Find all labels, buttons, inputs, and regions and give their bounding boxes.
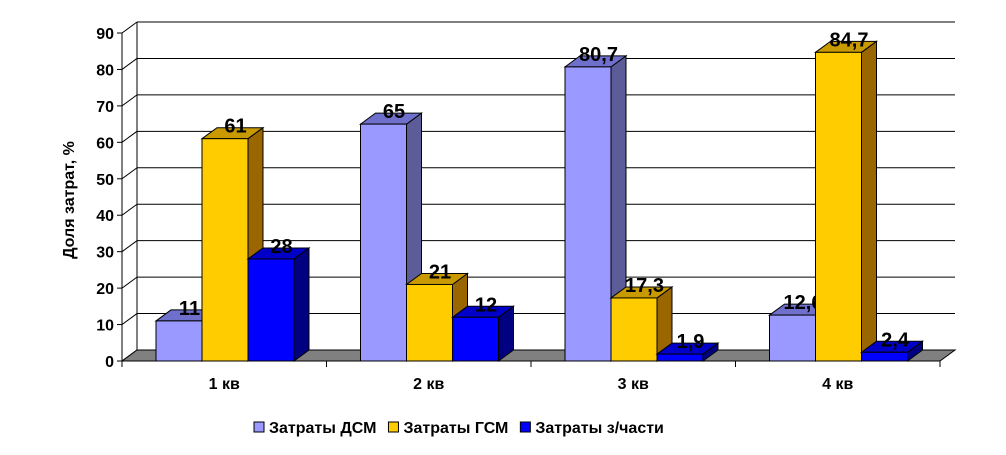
- data-label: 65: [383, 101, 405, 123]
- y-tick-label: 20: [96, 281, 114, 298]
- gridline-depth: [121, 167, 138, 180]
- legend-label: Затраты ДСМ: [269, 420, 376, 437]
- data-label: 21: [429, 261, 451, 283]
- y-tick-label: 60: [96, 135, 114, 152]
- bar-side: [293, 246, 310, 362]
- data-label: 12: [475, 294, 497, 316]
- y-tick-label: 40: [96, 208, 114, 225]
- bar-3-2: [450, 305, 516, 362]
- y-tick-label: 0: [105, 354, 114, 371]
- bar-front: [360, 123, 407, 362]
- y-tick-label: 90: [96, 26, 114, 43]
- bar-front: [656, 353, 704, 362]
- bar-2-4: [813, 40, 879, 362]
- bar-1-3: [563, 54, 628, 362]
- y-tick-label: 70: [96, 99, 114, 116]
- legend-item: Затраты ГСМ: [387, 420, 508, 437]
- y-tick-label: 50: [96, 172, 114, 189]
- gridline-depth: [121, 313, 138, 325]
- legend-label: Затраты з/части: [535, 420, 664, 437]
- bar-front: [406, 283, 453, 362]
- data-label: 1,9: [677, 331, 705, 353]
- data-label: 12,6: [784, 292, 823, 314]
- data-label: 17,3: [625, 275, 664, 297]
- bar-3-4: [859, 340, 925, 362]
- legend: Затраты ДСМ Затраты ГСМ Затраты з/части: [253, 420, 664, 437]
- data-label: 84,7: [830, 29, 869, 51]
- bar-2-3: [609, 285, 674, 362]
- bar-front: [201, 138, 249, 362]
- legend-swatch: [519, 421, 531, 433]
- legend-item: Затраты ДСМ: [253, 420, 376, 437]
- x-tick-label: 2 кв: [413, 376, 444, 393]
- bar-front: [564, 66, 612, 362]
- bar-front: [610, 297, 658, 362]
- y-tick-label: 10: [96, 318, 114, 335]
- bar-front: [815, 51, 862, 362]
- bar-front: [861, 351, 908, 362]
- gridline-depth: [121, 276, 138, 289]
- gridline-depth: [121, 130, 138, 143]
- bar-front: [155, 320, 203, 362]
- legend-label: Затраты ГСМ: [403, 420, 508, 437]
- legend-item: Затраты з/части: [519, 420, 664, 437]
- y-tick-label: 30: [96, 245, 114, 262]
- gridline-depth: [121, 203, 138, 216]
- x-tick-label: 4 кв: [822, 376, 853, 393]
- bar-front: [769, 314, 816, 362]
- y-axis-label: Доля затрат, %: [61, 141, 78, 259]
- bar-front: [452, 316, 499, 362]
- data-label: 28: [270, 236, 292, 258]
- x-tick-label: 3 кв: [618, 376, 649, 393]
- x-tick-label: 1 кв: [209, 376, 240, 393]
- gridline-depth: [121, 94, 138, 107]
- data-label: 11: [179, 298, 200, 320]
- legend-swatch: [387, 421, 399, 433]
- bar-3-3: [655, 342, 720, 362]
- bar-front: [247, 258, 295, 362]
- bar-3-1: [246, 246, 311, 362]
- gridline-depth: [121, 240, 138, 253]
- data-label: 80,7: [579, 44, 618, 66]
- legend-swatch: [253, 421, 265, 433]
- y-tick-label: 80: [96, 62, 114, 79]
- bar-side: [861, 40, 877, 362]
- data-label: 2,4: [881, 329, 910, 351]
- data-label: 61: [224, 116, 246, 138]
- gridline-depth: [121, 21, 138, 34]
- gridline-depth: [121, 58, 138, 70]
